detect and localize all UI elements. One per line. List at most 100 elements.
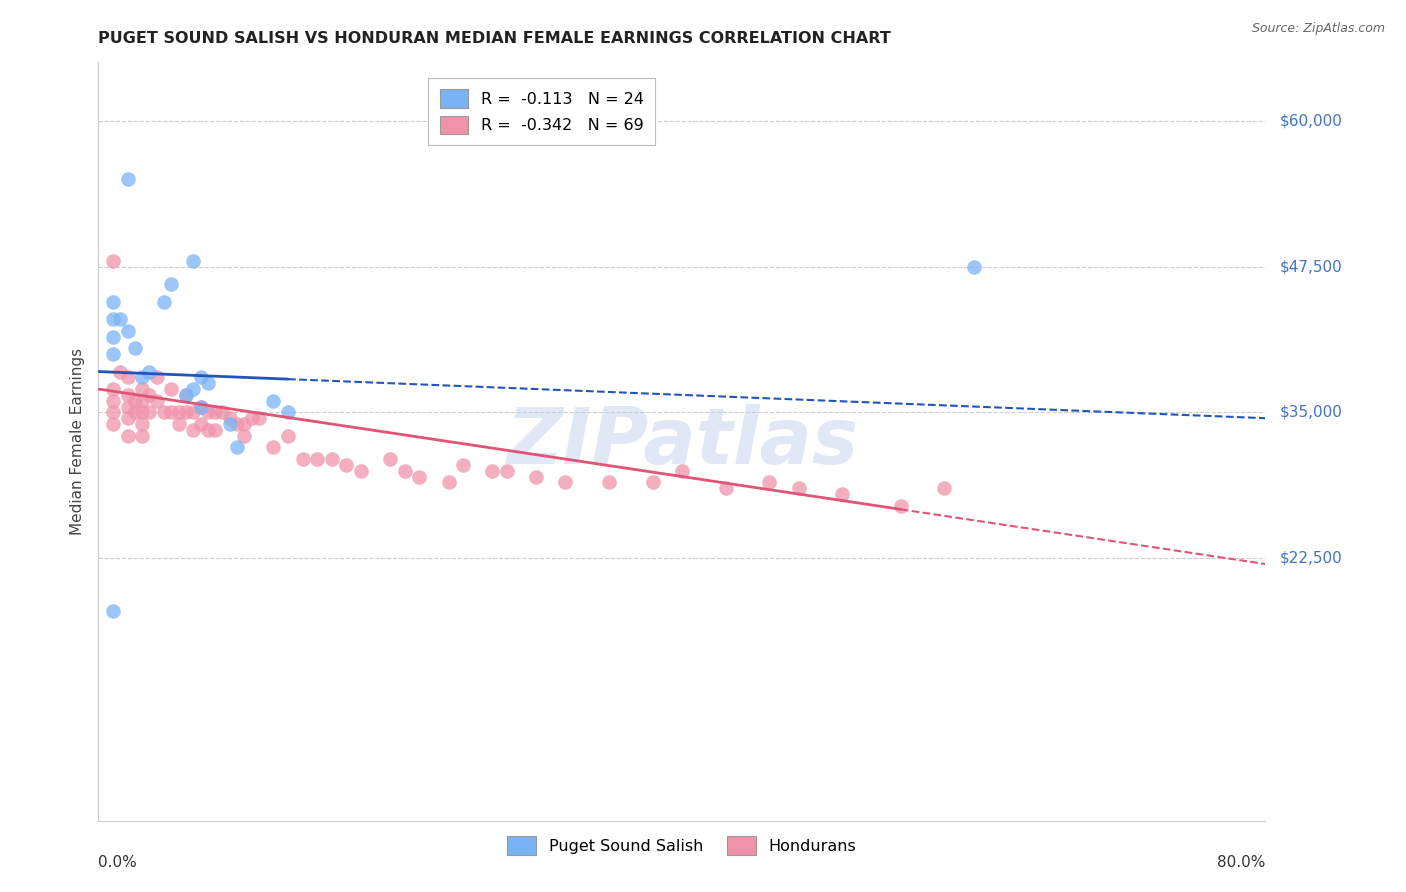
Point: [181, 405, 204, 419]
Point: [321, 452, 343, 467]
Point: [131, 405, 153, 419]
Point: [197, 405, 219, 419]
Legend: Puget Sound Salish, Hondurans: Puget Sound Salish, Hondurans: [496, 825, 868, 866]
Point: [408, 469, 430, 483]
Point: [167, 417, 190, 431]
Point: [101, 253, 124, 268]
Point: [153, 294, 176, 309]
Point: [831, 487, 853, 501]
Point: [291, 452, 314, 467]
Point: [481, 464, 503, 478]
Point: [117, 324, 139, 338]
Point: [451, 458, 474, 472]
Point: [211, 405, 233, 419]
Point: [671, 464, 693, 478]
Point: [101, 294, 124, 309]
Point: [138, 365, 160, 379]
Point: [174, 388, 197, 402]
Text: $60,000: $60,000: [1279, 113, 1343, 128]
Point: [962, 260, 984, 274]
Point: [101, 347, 124, 361]
Point: [101, 604, 124, 618]
Point: [190, 417, 212, 431]
Point: [218, 417, 240, 431]
Point: [138, 388, 160, 402]
Point: [181, 382, 204, 396]
Point: [174, 388, 197, 402]
Point: [350, 464, 373, 478]
Point: [131, 382, 153, 396]
Text: ZIPatlas: ZIPatlas: [506, 403, 858, 480]
Point: [181, 423, 204, 437]
Point: [758, 475, 780, 490]
Point: [641, 475, 664, 490]
Point: [277, 428, 299, 442]
Point: [117, 388, 139, 402]
Point: [190, 400, 212, 414]
Point: [117, 400, 139, 414]
Point: [160, 382, 183, 396]
Point: [226, 417, 249, 431]
Point: [174, 405, 197, 419]
Point: [124, 405, 146, 419]
Point: [233, 428, 256, 442]
Point: [131, 428, 153, 442]
Point: [160, 277, 183, 291]
Point: [380, 452, 402, 467]
Point: [101, 405, 124, 419]
Point: [110, 312, 132, 326]
Point: [598, 475, 620, 490]
Point: [890, 499, 912, 513]
Point: [167, 405, 190, 419]
Point: [146, 393, 169, 408]
Point: [394, 464, 416, 478]
Point: [197, 423, 219, 437]
Point: [124, 393, 146, 408]
Point: [524, 469, 547, 483]
Point: [262, 441, 284, 455]
Point: [233, 417, 256, 431]
Point: [190, 400, 212, 414]
Point: [153, 405, 176, 419]
Point: [714, 481, 737, 495]
Point: [787, 481, 810, 495]
Point: [138, 405, 160, 419]
Point: [218, 411, 240, 425]
Text: $22,500: $22,500: [1279, 550, 1343, 566]
Text: $47,500: $47,500: [1279, 259, 1343, 274]
Point: [117, 370, 139, 384]
Text: PUGET SOUND SALISH VS HONDURAN MEDIAN FEMALE EARNINGS CORRELATION CHART: PUGET SOUND SALISH VS HONDURAN MEDIAN FE…: [98, 31, 891, 46]
Point: [240, 411, 263, 425]
Point: [934, 481, 956, 495]
Point: [110, 365, 132, 379]
Text: Source: ZipAtlas.com: Source: ZipAtlas.com: [1251, 22, 1385, 36]
Point: [101, 312, 124, 326]
Point: [101, 393, 124, 408]
Point: [437, 475, 460, 490]
Text: $35,000: $35,000: [1279, 405, 1343, 420]
Point: [131, 393, 153, 408]
Point: [160, 405, 183, 419]
Point: [496, 464, 519, 478]
Point: [307, 452, 329, 467]
Point: [197, 376, 219, 391]
Point: [131, 417, 153, 431]
Y-axis label: Median Female Earnings: Median Female Earnings: [69, 348, 84, 535]
Point: [204, 405, 226, 419]
Point: [117, 428, 139, 442]
Point: [101, 417, 124, 431]
Point: [204, 423, 226, 437]
Point: [277, 405, 299, 419]
Point: [247, 411, 270, 425]
Point: [554, 475, 576, 490]
Text: 0.0%: 0.0%: [98, 855, 138, 870]
Point: [262, 393, 284, 408]
Point: [226, 441, 249, 455]
Point: [101, 382, 124, 396]
Point: [181, 253, 204, 268]
Point: [117, 172, 139, 186]
Point: [146, 370, 169, 384]
Point: [117, 411, 139, 425]
Point: [335, 458, 357, 472]
Point: [131, 370, 153, 384]
